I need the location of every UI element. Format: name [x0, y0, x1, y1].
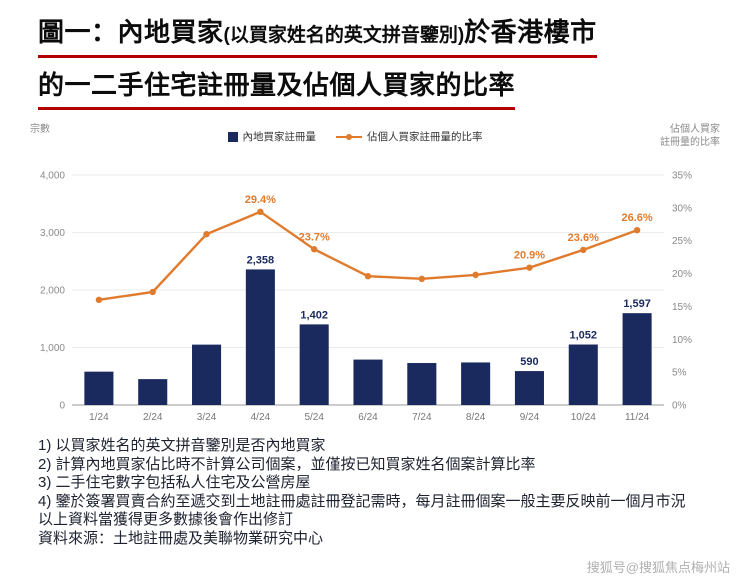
svg-text:30%: 30% [672, 204, 692, 215]
svg-text:0%: 0% [672, 401, 687, 412]
svg-text:20.9%: 20.9% [514, 250, 545, 262]
page-title: 圖一：內地買家(以買家姓名的英文拼音鑒別)於香港樓市 的一二手住宅註冊量及佔個人… [38, 14, 704, 119]
line-marker-icon [346, 133, 352, 140]
svg-text:1/24: 1/24 [89, 412, 109, 423]
svg-text:10/24: 10/24 [571, 412, 596, 423]
footnote: 3) 二手住宅數字包括私人住宅及公營房屋 [38, 474, 311, 492]
footnote: 4) 鑒於簽署買賣合約至遞交到土地註冊處註冊登記需時，每月註冊個案一般主要反映前… [38, 492, 686, 510]
legend-bar-label: 內地買家註冊量 [242, 131, 317, 144]
footnote: 資料來源：土地註冊處及美聯物業研究中心 [38, 529, 324, 547]
svg-text:25%: 25% [672, 236, 692, 247]
svg-text:2/24: 2/24 [143, 412, 163, 423]
svg-text:8/24: 8/24 [466, 412, 486, 423]
svg-text:1,000: 1,000 [40, 343, 65, 354]
title-line1-paren: (以買家姓名的英文拼音鑒別) [223, 25, 465, 46]
svg-text:10%: 10% [672, 335, 692, 346]
svg-text:590: 590 [520, 356, 538, 368]
left-axis-caption: 宗數 [30, 124, 50, 136]
svg-text:23.6%: 23.6% [568, 232, 599, 244]
svg-text:11/24: 11/24 [625, 412, 650, 423]
chart-header: 宗數 內地買家註冊量 佔個人買家註冊量的比率 佔個人買家 註冊量的比率 [30, 123, 720, 149]
svg-text:29.4%: 29.4% [245, 194, 276, 206]
svg-text:5%: 5% [672, 368, 687, 379]
svg-text:20%: 20% [672, 269, 692, 280]
svg-text:2,358: 2,358 [247, 255, 275, 267]
footnotes: 1) 以買家姓名的英文拼音鑒別是否內地買家 2) 計算內地買家佔比時不計算公司個… [38, 437, 712, 547]
watermark: 搜狐号@搜狐焦点梅州站 [586, 560, 730, 575]
line-swatch-icon [336, 133, 362, 140]
title-line1-suffix: 於香港樓市 [464, 17, 597, 47]
legend-item-line: 佔個人買家註冊量的比率 [336, 129, 483, 144]
svg-text:1,402: 1,402 [300, 310, 328, 322]
title-line1: 圖一：內地買家(以買家姓名的英文拼音鑒別)於香港樓市 [38, 14, 597, 58]
svg-text:1,597: 1,597 [623, 298, 651, 310]
legend-item-bar: 內地買家註冊量 [227, 129, 317, 144]
svg-text:23.7%: 23.7% [299, 231, 330, 243]
bar-swatch-icon [227, 131, 238, 142]
footnote: 以上資料當獲得更多數據後會作出修訂 [38, 511, 294, 529]
svg-text:4/24: 4/24 [251, 412, 271, 423]
title-line1-main: 圖一：內地買家 [38, 17, 224, 47]
svg-text:6/24: 6/24 [358, 412, 378, 423]
svg-text:35%: 35% [672, 171, 692, 182]
svg-text:2,000: 2,000 [40, 286, 65, 297]
svg-text:9/24: 9/24 [520, 412, 540, 423]
svg-text:4,000: 4,000 [40, 171, 65, 182]
svg-text:0: 0 [59, 401, 65, 412]
title-line2: 的一二手住宅註冊量及佔個人買家的比率 [38, 67, 516, 111]
chart-legend: 內地買家註冊量 佔個人買家註冊量的比率 [227, 129, 483, 144]
svg-text:7/24: 7/24 [412, 412, 432, 423]
legend-line-label: 佔個人買家註冊量的比率 [367, 131, 483, 144]
footnote: 1) 以買家姓名的英文拼音鑒別是否內地買家 [38, 437, 326, 455]
svg-text:3/24: 3/24 [197, 412, 217, 423]
footnote: 2) 計算內地買家佔比時不計算公司個案，並僅按已知買家姓名個案計算比率 [38, 455, 536, 473]
svg-text:3,000: 3,000 [40, 228, 65, 239]
right-axis-caption: 佔個人買家 註冊量的比率 [660, 124, 720, 149]
svg-text:5/24: 5/24 [304, 412, 324, 423]
svg-text:26.6%: 26.6% [621, 212, 652, 224]
svg-text:15%: 15% [672, 302, 692, 313]
svg-text:1,052: 1,052 [570, 330, 598, 342]
combo-chart: 0 1,000 2,000 3,000 4,000 0% 5% 10% 15% 20% 25% 30%… [40, 171, 692, 424]
